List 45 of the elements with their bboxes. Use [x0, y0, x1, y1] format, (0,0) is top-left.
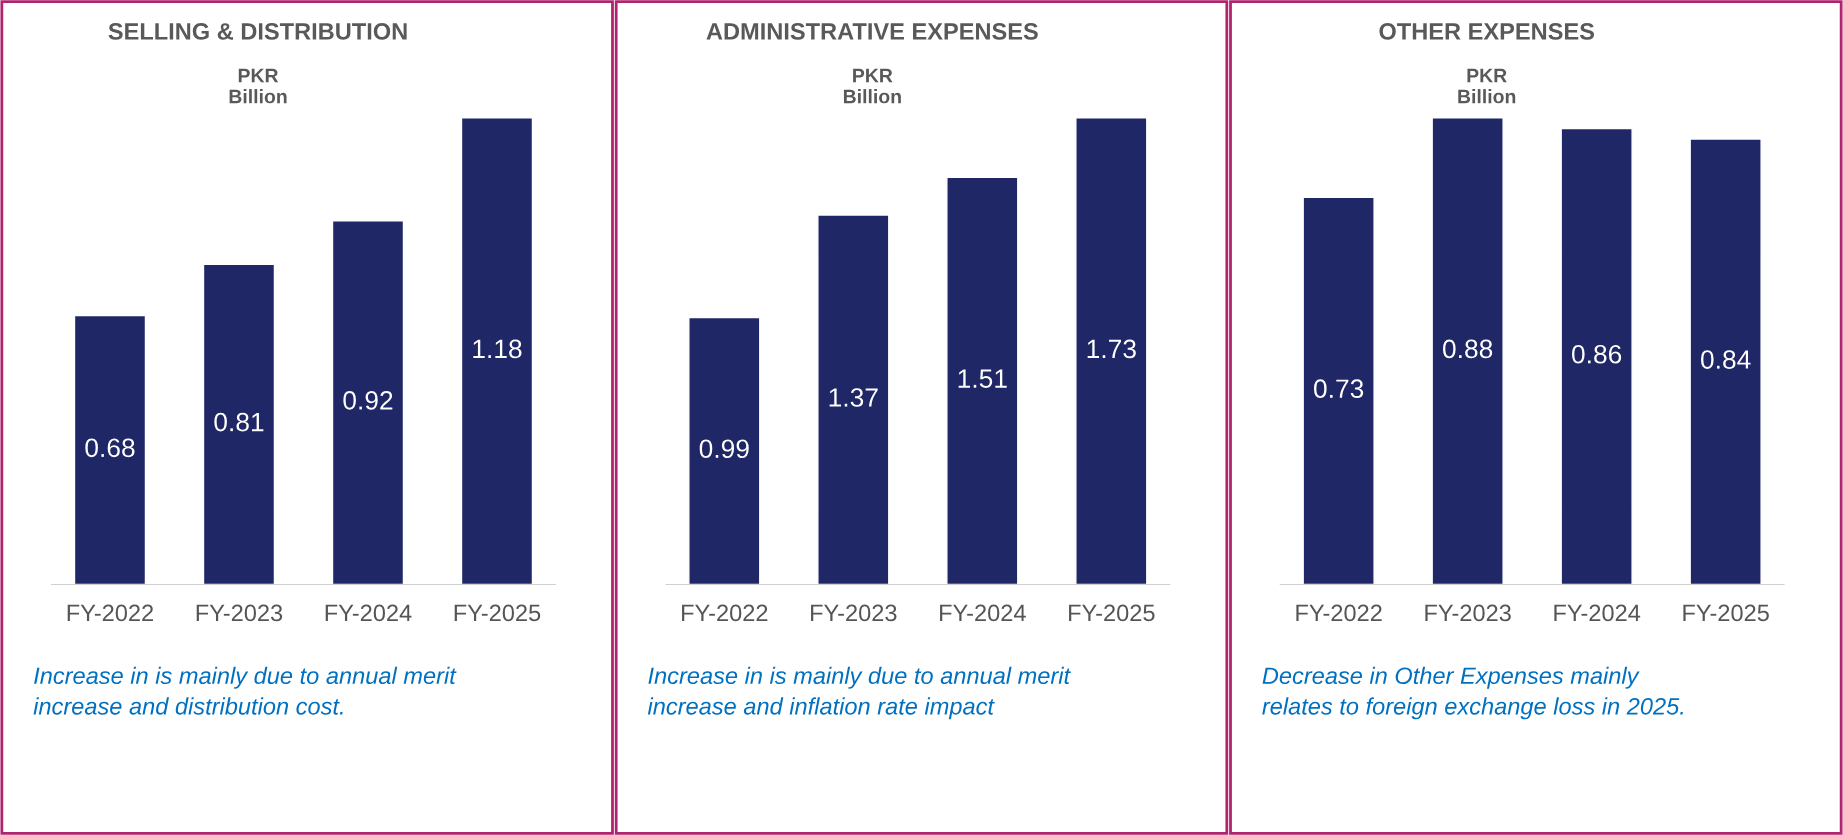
data-label: 0.81 — [214, 412, 264, 432]
data-label: 0.68 — [85, 438, 135, 458]
bar — [817, 214, 890, 585]
chart-title: SELLING & DISTRIBUTION — [108, 23, 407, 40]
data-label: 0.84 — [1701, 350, 1751, 369]
x-tick-label: FY-2025 — [1683, 604, 1769, 622]
data-label: 1.18 — [473, 339, 522, 359]
bar — [1560, 127, 1633, 585]
data-label: 1.51 — [958, 369, 1007, 388]
data-label: 0.86 — [1572, 344, 1622, 364]
data-label: 0.99 — [699, 439, 749, 459]
chart-subtitle: PKR Billion — [843, 68, 901, 104]
bar — [1689, 138, 1762, 585]
x-tick-label: FY-2023 — [1425, 604, 1511, 622]
x-tick-label: FY-2025 — [454, 604, 541, 622]
bar — [1075, 117, 1148, 585]
text: Increase in is mainly due to annual merit increase and inflation rate impact — [647, 666, 1071, 720]
x-tick-label: FY-2025 — [1069, 604, 1155, 622]
data-label: 1.37 — [829, 388, 878, 407]
chart-subtitle: PKR Billion — [229, 68, 287, 104]
bar — [331, 220, 405, 585]
text: Decrease in Other Expenses mainly relates to foreign exchange loss in 2025. — [1262, 666, 1683, 720]
data-label: 0.88 — [1443, 339, 1493, 359]
bar — [460, 117, 534, 585]
bar — [946, 176, 1019, 585]
x-tick-label: FY-2023 — [811, 604, 897, 622]
chart-title: OTHER EXPENSES — [1379, 23, 1595, 40]
bar — [1302, 196, 1375, 585]
x-tick-label: FY-2022 — [682, 604, 768, 622]
text: Increase in is mainly due to annual merit increase and distribution cost. — [33, 666, 457, 715]
data-label: 0.92 — [343, 391, 393, 410]
bar — [73, 314, 147, 585]
bar — [202, 263, 276, 585]
chart-subtitle: PKR Billion — [1458, 68, 1516, 104]
x-tick-label: FY-2024 — [940, 604, 1026, 622]
bar — [1431, 117, 1504, 585]
chart-title: ADMINISTRATIVE EXPENSES — [706, 23, 1038, 40]
data-label: 1.73 — [1087, 339, 1136, 359]
x-tick-label: FY-2023 — [196, 604, 283, 622]
data-label: 0.73 — [1314, 379, 1364, 399]
bar — [688, 316, 761, 585]
x-tick-label: FY-2024 — [1554, 604, 1641, 622]
x-tick-label: FY-2022 — [1296, 604, 1382, 622]
x-tick-label: FY-2022 — [67, 604, 153, 622]
x-tick-label: FY-2024 — [325, 604, 412, 622]
